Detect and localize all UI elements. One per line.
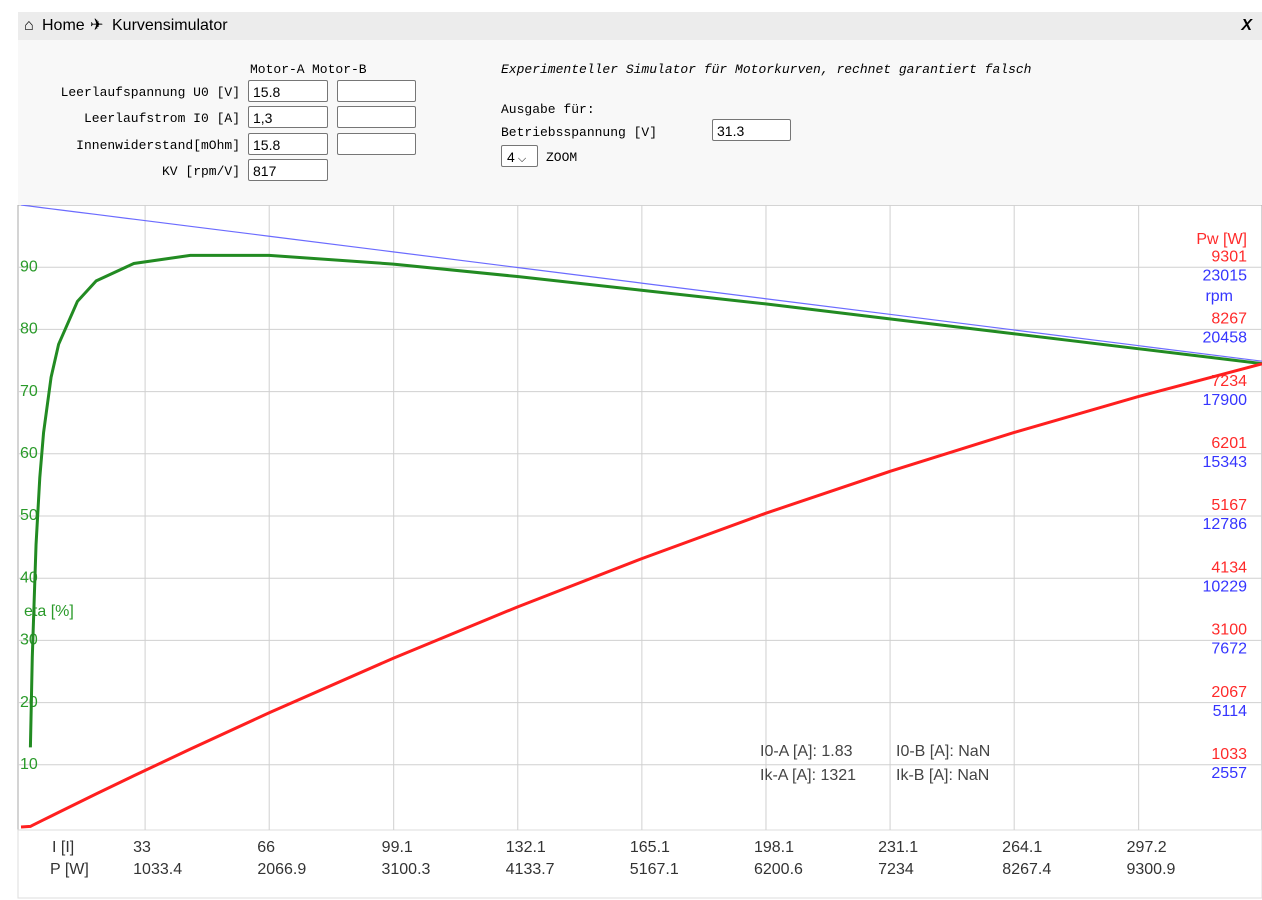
x2-axis-label: P [W] [50,861,89,878]
y2-tick-label: 9301 [1211,248,1247,265]
x2-tick-label: 2066.9 [257,861,306,878]
x2-tick-label: 4133.7 [506,861,555,878]
y3-tick-label: 7672 [1211,641,1247,658]
x-tick-label: 264.1 [1002,839,1042,856]
x-tick-label: 297.2 [1127,839,1167,856]
y3-tick-label: 2557 [1211,765,1247,782]
home-icon: ⌂ [24,17,34,34]
y3-tick-label: 12786 [1203,516,1248,533]
y2-tick-label: 4134 [1211,559,1247,576]
y2-tick-label: 6201 [1211,435,1247,452]
y3-tick-label: 5114 [1213,703,1248,720]
field-label: KV [rpm/V] [161,164,240,179]
close-button[interactable]: X [1241,17,1252,34]
x-tick-label: 198.1 [754,839,794,856]
y-tick-label: 50 [20,507,38,524]
y2-axis-label: Pw [W] [1196,231,1247,248]
plane-icon: ✈ [90,17,104,34]
field-label: Innenwiderstand[mOhm] [76,138,240,153]
y3-tick-label: 23015 [1203,267,1248,284]
y3-tick-label: 10229 [1203,578,1248,595]
title-bar: ⌂ Home ✈ Kurvensimulator X [18,12,1262,40]
series-line [20,362,1262,829]
x-axis-label: I [I] [52,839,74,856]
x2-tick-label: 5167.1 [630,861,679,878]
zoom-label: ZOOM [546,150,578,165]
output-heading: Ausgabe für: [501,102,595,117]
y-axis-label: eta [%] [24,603,74,620]
y-tick-label: 70 [20,383,38,400]
y3-tick-label: 17900 [1203,392,1248,409]
y-tick-label: 80 [20,321,38,338]
y-tick-label: 90 [20,258,38,275]
x2-tick-label: 1033.4 [133,861,182,878]
input[interactable]: 817 [248,159,328,181]
zoom-select[interactable]: 4 ⌵ [501,145,538,167]
axis-area [17,829,1262,899]
input[interactable]: 31.3 [712,119,791,141]
page-title: Kurvensimulator [112,17,228,34]
chart: 33 66 99.1 132.1 165.1 198.1 231.1 264.1 297.2 10… [17,205,1262,899]
annotation: I0-B [A]: NaN [896,743,990,760]
input[interactable] [337,133,416,155]
y2-tick-label: 7234 [1211,373,1247,390]
annotation: Ik-B [A]: NaN [896,767,989,784]
plot-area [17,205,1262,831]
annotation: I0-A [A]: 1.83 [760,743,853,760]
y3-tick-label: 20458 [1203,330,1248,347]
input[interactable] [337,80,416,102]
y2-tick-label: 5167 [1211,497,1247,514]
x2-tick-label: 9300.9 [1126,861,1175,878]
y2-tick-label: 1033 [1211,746,1247,763]
x2-tick-label: 7234 [878,861,914,878]
y-tick-label: 60 [20,445,38,462]
input[interactable] [337,106,416,128]
input[interactable]: 1,3 [248,106,328,128]
x-tick-label: 132.1 [506,839,546,856]
y-tick-label: 20 [20,694,38,711]
x-tick-label: 165.1 [630,839,670,856]
home-link[interactable]: Home [42,17,85,34]
input[interactable]: 15.8 [248,80,328,102]
zoom-value: 4 [507,149,515,165]
x2-tick-label: 3100.3 [381,861,430,878]
y2-tick-label: 3100 [1211,622,1247,639]
y3-axis-label: rpm [1205,288,1233,305]
column-header: Motor-A [250,62,305,77]
column-header: Motor-B [312,62,367,77]
y2-tick-label: 2067 [1211,684,1247,701]
description: Experimenteller Simulator für Motorkurve… [501,62,1032,77]
form: Motor-A Motor-B Leerlaufspannung U0 [V] … [18,40,1262,205]
y3-tick-label: 15343 [1203,454,1248,471]
input[interactable]: 15.8 [248,133,328,155]
x-tick-label: 33 [133,839,151,856]
x-tick-label: 66 [257,839,275,856]
x-tick-label: 231.1 [878,839,918,856]
y-tick-label: 10 [20,756,38,773]
x-tick-label: 99.1 [382,839,413,856]
field-label: Leerlaufstrom I0 [A] [83,111,240,126]
series-line [20,205,1262,362]
x2-tick-label: 8267.4 [1002,861,1051,878]
x2-tick-label: 6200.6 [754,861,803,878]
field-label: Leerlaufspannung U0 [V] [60,85,240,100]
y-tick-label: 30 [20,632,38,649]
series-line [28,253,1262,748]
y2-tick-label: 8267 [1211,311,1247,328]
field-label: Betriebsspannung [V] [501,125,658,140]
annotation: Ik-A [A]: 1321 [760,767,856,784]
